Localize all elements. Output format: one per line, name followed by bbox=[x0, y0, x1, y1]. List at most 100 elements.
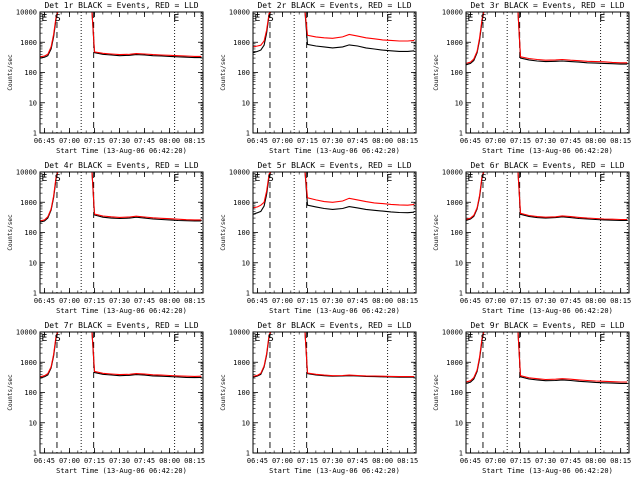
chart-title: Det 4r BLACK = Events, RED = LLD bbox=[44, 161, 198, 170]
chart-panel-4: Det 4r BLACK = Events, RED = LLD Counts/s… bbox=[7, 161, 205, 315]
x-tick-label: 07:30 bbox=[109, 297, 130, 305]
marker-label: S bbox=[481, 13, 487, 24]
y-tick-label: 1000 bbox=[446, 199, 463, 207]
x-tick-label: 07:00 bbox=[59, 457, 80, 465]
marker-label: S bbox=[268, 13, 274, 24]
x-tick-label: 07:00 bbox=[272, 297, 293, 305]
marker-label: E bbox=[467, 13, 473, 24]
plot-frame bbox=[39, 331, 204, 454]
y-tick-label: 1000 bbox=[446, 39, 463, 47]
series-lld-line bbox=[40, 12, 202, 58]
x-tick-label: 07:45 bbox=[134, 297, 155, 305]
x-tick-label: 07:45 bbox=[560, 137, 581, 145]
x-axis-label: Start Time (13-Aug-06 06:42:20) bbox=[269, 467, 400, 475]
x-tick-label: 06:45 bbox=[34, 457, 55, 465]
x-tick-label: 07:15 bbox=[84, 457, 105, 465]
x-tick-label: 07:30 bbox=[535, 457, 556, 465]
marker-label: E bbox=[599, 13, 605, 24]
x-tick-label: 08:15 bbox=[184, 137, 205, 145]
plot-frame bbox=[39, 11, 204, 134]
y-tick-label: 100 bbox=[450, 229, 463, 237]
y-tick-label: 1 bbox=[246, 130, 250, 138]
x-tick-label: 06:45 bbox=[460, 137, 481, 145]
y-tick-label: 1000 bbox=[20, 199, 37, 207]
marker-label: E bbox=[41, 333, 47, 344]
y-tick-label: 10000 bbox=[229, 9, 250, 17]
x-axis-label: Start Time (13-Aug-06 06:42:20) bbox=[482, 467, 613, 475]
series-lld-line bbox=[466, 332, 628, 383]
y-tick-label: 10000 bbox=[442, 329, 463, 337]
x-tick-label: 08:15 bbox=[610, 297, 631, 305]
marker-label: E bbox=[173, 173, 179, 184]
chart-panel-6: Det 6r BLACK = Events, RED = LLD Counts/s… bbox=[433, 161, 631, 315]
y-tick-label: 1 bbox=[246, 450, 250, 458]
x-tick-label: 07:00 bbox=[485, 457, 506, 465]
chart-title: Det 8r BLACK = Events, RED = LLD bbox=[257, 321, 411, 330]
y-tick-label: 1000 bbox=[233, 359, 250, 367]
y-tick-label: 10000 bbox=[442, 9, 463, 17]
marker-label: E bbox=[386, 173, 392, 184]
y-tick-label: 10 bbox=[242, 419, 250, 427]
x-tick-label: 08:15 bbox=[397, 297, 418, 305]
y-tick-label: 1 bbox=[33, 130, 37, 138]
x-tick-label: 07:00 bbox=[59, 137, 80, 145]
marker-label: E bbox=[386, 333, 392, 344]
x-tick-label: 08:00 bbox=[372, 137, 393, 145]
y-tick-label: 10 bbox=[455, 99, 463, 107]
x-tick-label: 07:00 bbox=[59, 297, 80, 305]
y-tick-label: 10 bbox=[455, 259, 463, 267]
x-tick-label: 07:00 bbox=[485, 137, 506, 145]
series-lld-line bbox=[466, 12, 628, 64]
y-tick-label: 10 bbox=[29, 419, 37, 427]
x-tick-label: 07:45 bbox=[560, 297, 581, 305]
y-tick-label: 10000 bbox=[16, 329, 37, 337]
y-axis-label: Counts/sec bbox=[220, 374, 227, 411]
y-tick-label: 100 bbox=[24, 229, 37, 237]
y-tick-label: 1000 bbox=[20, 359, 37, 367]
x-tick-label: 08:00 bbox=[372, 297, 393, 305]
x-tick-label: 07:45 bbox=[134, 457, 155, 465]
x-tick-label: 07:30 bbox=[322, 457, 343, 465]
x-tick-label: 07:45 bbox=[134, 137, 155, 145]
x-tick-label: 06:45 bbox=[247, 457, 268, 465]
plot-frame bbox=[465, 11, 630, 134]
x-tick-label: 07:30 bbox=[109, 457, 130, 465]
y-tick-label: 10 bbox=[29, 99, 37, 107]
x-tick-label: 08:00 bbox=[159, 457, 180, 465]
y-tick-label: 100 bbox=[450, 69, 463, 77]
y-tick-label: 100 bbox=[237, 69, 250, 77]
y-tick-label: 100 bbox=[450, 389, 463, 397]
x-tick-label: 07:15 bbox=[297, 457, 318, 465]
x-tick-label: 08:15 bbox=[610, 137, 631, 145]
plot-frame bbox=[465, 171, 630, 294]
marker-label: S bbox=[268, 333, 274, 344]
x-tick-label: 07:15 bbox=[84, 297, 105, 305]
x-tick-label: 07:45 bbox=[347, 137, 368, 145]
y-tick-label: 10 bbox=[242, 99, 250, 107]
x-tick-label: 07:00 bbox=[485, 297, 506, 305]
y-axis-label: Counts/sec bbox=[433, 214, 440, 251]
x-tick-label: 07:45 bbox=[347, 457, 368, 465]
y-axis-label: Counts/sec bbox=[220, 214, 227, 251]
marker-label: S bbox=[55, 333, 61, 344]
x-tick-label: 07:30 bbox=[322, 137, 343, 145]
marker-label: E bbox=[173, 333, 179, 344]
marker-label: E bbox=[254, 333, 260, 344]
x-tick-label: 07:30 bbox=[535, 297, 556, 305]
chart-panel-3: Det 3r BLACK = Events, RED = LLD Counts/s… bbox=[433, 1, 631, 155]
x-tick-label: 06:45 bbox=[247, 297, 268, 305]
x-tick-label: 07:45 bbox=[560, 457, 581, 465]
x-tick-label: 08:15 bbox=[397, 457, 418, 465]
marker-label: E bbox=[599, 173, 605, 184]
x-axis-label: Start Time (13-Aug-06 06:42:20) bbox=[56, 467, 187, 475]
x-tick-label: 06:45 bbox=[460, 457, 481, 465]
y-axis-label: Counts/sec bbox=[7, 374, 14, 411]
y-tick-label: 10 bbox=[29, 259, 37, 267]
y-tick-label: 1 bbox=[33, 290, 37, 298]
y-tick-label: 100 bbox=[237, 389, 250, 397]
y-tick-label: 1 bbox=[459, 450, 463, 458]
y-tick-label: 1 bbox=[459, 130, 463, 138]
x-tick-label: 08:00 bbox=[585, 137, 606, 145]
y-tick-label: 10 bbox=[455, 419, 463, 427]
x-tick-label: 07:30 bbox=[322, 297, 343, 305]
